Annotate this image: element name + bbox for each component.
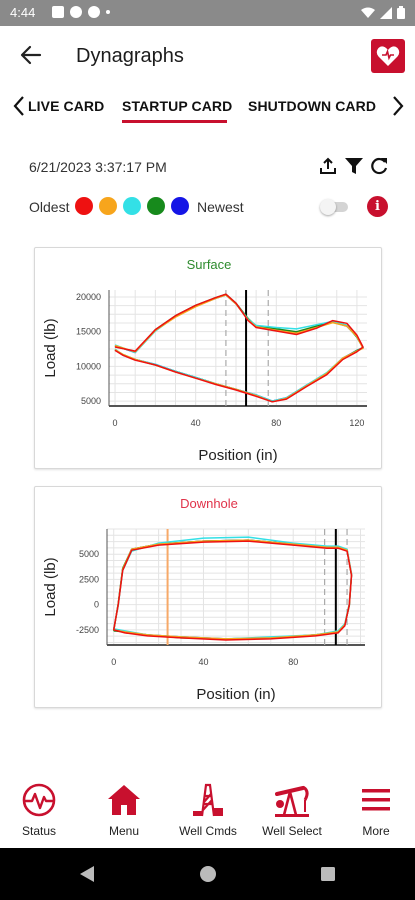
upload-icon[interactable] — [318, 156, 338, 176]
legend-swatch — [99, 197, 117, 215]
bottom-nav: Status Menu Well Cmds Well Select — [0, 776, 415, 848]
y-tick-label: 10000 — [76, 361, 101, 371]
y-tick-label: 5000 — [81, 396, 101, 406]
system-back-icon[interactable] — [78, 865, 96, 883]
nav-status[interactable]: Status — [0, 782, 81, 846]
tab-shutdown-card[interactable]: SHUTDOWN CARD — [248, 98, 377, 114]
surface-chart: Surface 0 40 80 120 5000 10000 15000 20000 Positi… — [42, 257, 367, 464]
notification-icon — [70, 6, 82, 18]
x-tick-label: 120 — [349, 418, 364, 428]
series-line — [112, 540, 353, 641]
x-axis-label: Position (in) — [196, 686, 275, 703]
pumpjack-icon — [275, 785, 309, 817]
series-line — [114, 293, 364, 403]
x-tick-label: 40 — [198, 657, 208, 667]
nav-well-cmds-label: Well Cmds — [179, 824, 237, 838]
legend-swatch — [171, 197, 189, 215]
y-tick-label: 2500 — [79, 574, 99, 584]
x-tick-label: 0 — [111, 657, 116, 667]
system-status-icons — [361, 6, 405, 19]
chevron-right-icon[interactable] — [391, 94, 405, 118]
system-recents-icon[interactable] — [319, 865, 337, 883]
legend-swatch — [75, 197, 93, 215]
toggle-thumb — [320, 199, 336, 215]
nav-more[interactable]: More — [334, 782, 415, 846]
nav-menu-label: Menu — [108, 824, 140, 838]
legend-oldest-label: Oldest — [29, 199, 70, 215]
surface-chart-card: Surface 0 40 80 120 5000 10000 15000 20000 Positi… — [34, 247, 382, 469]
nav-menu[interactable]: Menu — [82, 782, 166, 846]
y-tick-label: 20000 — [76, 292, 101, 302]
series-line — [114, 294, 364, 402]
chevron-left-icon[interactable] — [12, 94, 26, 118]
y-tick-label: 15000 — [76, 327, 101, 337]
y-tick-label: 0 — [94, 600, 99, 610]
card-tabs: LIVE CARD STARTUP CARD SHUTDOWN CARD — [0, 88, 415, 128]
more-notifications-icon — [106, 10, 110, 14]
status-icon — [22, 783, 56, 817]
chart-grid — [107, 528, 365, 645]
page-title: Dynagraphs — [76, 45, 184, 67]
x-tick-label: 80 — [271, 418, 281, 428]
legend-swatch — [123, 197, 141, 215]
filter-icon[interactable] — [344, 156, 364, 176]
system-nav-bar — [0, 848, 415, 900]
series-line — [114, 293, 364, 402]
x-tick-label: 40 — [191, 418, 201, 428]
y-axis-label: Load (lb) — [42, 557, 59, 616]
downhole-chart-card: Downhole 0 40 80 -2500 0 2500 5000 Position (in)… — [34, 486, 382, 708]
x-tick-label: 80 — [288, 657, 298, 667]
nav-well-select-label: Well Select — [262, 824, 322, 838]
nav-well-cmds[interactable]: Well Cmds — [166, 782, 250, 846]
x-axis-label: Position (in) — [198, 447, 277, 464]
notification-icons — [52, 6, 110, 18]
app-bar: Dynagraphs — [0, 26, 415, 86]
x-tick-label: 0 — [113, 418, 118, 428]
nav-well-select[interactable]: Well Select — [250, 782, 334, 846]
overlay-toggle[interactable] — [320, 199, 350, 215]
series-line — [114, 294, 364, 402]
legend-swatch — [147, 197, 165, 215]
wifi-icon — [361, 7, 375, 18]
menu-icon — [362, 789, 390, 811]
logo-heart-icon[interactable] — [371, 39, 405, 73]
downhole-chart: Downhole 0 40 80 -2500 0 2500 5000 Position (in)… — [42, 496, 365, 703]
series-legend: Oldest Newest — [29, 196, 389, 218]
status-bar: 4:44 — [0, 0, 415, 26]
tab-live-card[interactable]: LIVE CARD — [28, 98, 105, 114]
notification-icon — [88, 6, 100, 18]
signal-icon — [380, 6, 392, 19]
battery-icon — [397, 6, 405, 19]
heart-glyph — [376, 46, 400, 66]
tab-startup-card[interactable]: STARTUP CARD — [122, 98, 233, 114]
nav-more-label: More — [362, 824, 390, 838]
status-time: 4:44 — [10, 5, 36, 20]
derrick-icon — [193, 783, 223, 817]
notification-icon — [52, 6, 64, 18]
info-icon[interactable]: i — [367, 196, 388, 217]
chart-title: Surface — [187, 257, 232, 272]
back-arrow-icon[interactable] — [18, 42, 44, 68]
nav-status-label: Status — [21, 824, 57, 838]
chart-title: Downhole — [180, 496, 238, 511]
home-icon — [108, 785, 140, 815]
active-tab-indicator — [122, 120, 227, 123]
y-tick-label: -2500 — [76, 625, 99, 635]
toggle-track — [324, 202, 348, 212]
legend-newest-label: Newest — [197, 199, 244, 215]
y-tick-label: 5000 — [79, 549, 99, 559]
series-line — [114, 294, 364, 403]
card-timestamp: 6/21/2023 3:37:17 PM — [29, 159, 167, 175]
system-home-icon[interactable] — [199, 865, 217, 883]
y-axis-label: Load (lb) — [42, 318, 59, 377]
refresh-icon[interactable] — [369, 156, 389, 176]
